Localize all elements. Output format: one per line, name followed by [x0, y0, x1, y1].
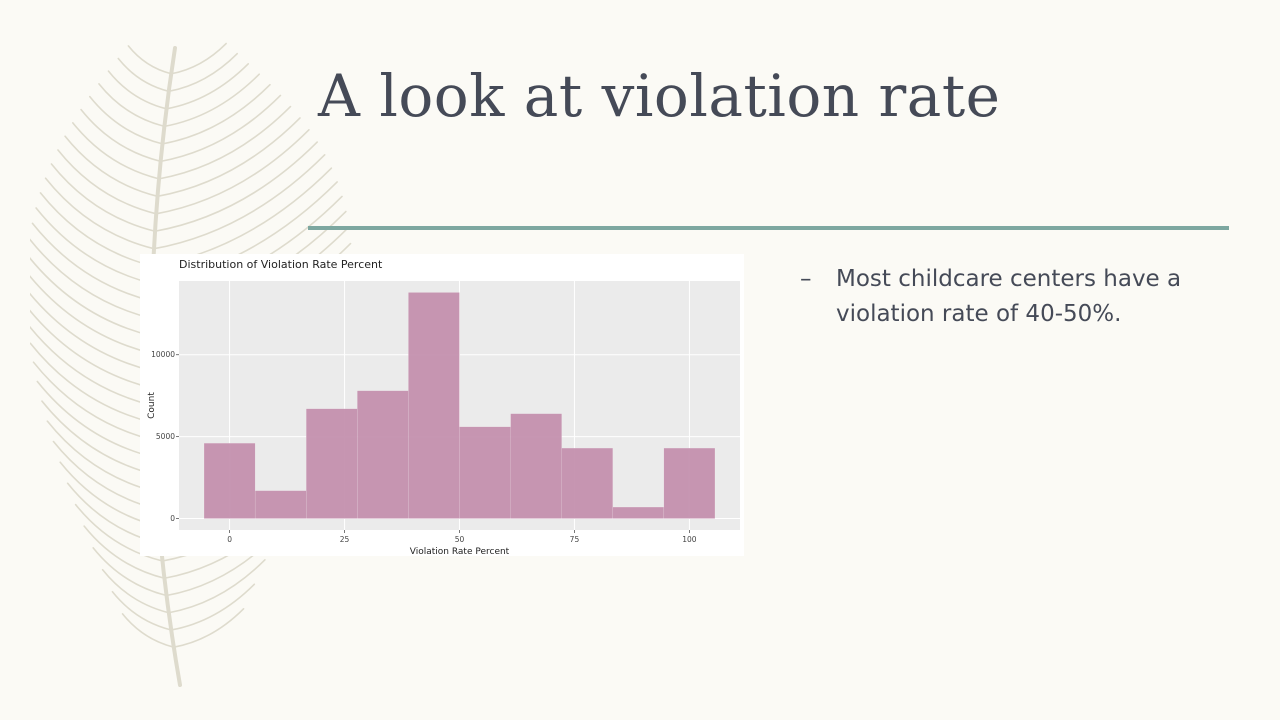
histogram-bar	[510, 413, 562, 519]
y-tick-label: 10000	[151, 350, 175, 359]
x-tick-label: 50	[455, 535, 465, 544]
feather-barb-left	[57, 149, 157, 215]
histogram-bar	[408, 292, 460, 519]
bullet-item: – Most childcare centers have a violatio…	[800, 262, 1220, 332]
feather-barb-right	[161, 83, 271, 145]
feather-barb-left	[92, 547, 168, 597]
feather-barb-right	[155, 128, 310, 215]
histogram-svg: Distribution of Violation Rate Percent 0…	[147, 258, 740, 556]
histogram-bar	[306, 408, 358, 519]
feather-barb-left	[30, 342, 154, 424]
feather-barb-left	[36, 380, 155, 459]
feather-barb-left	[30, 275, 152, 354]
feather-barb-left	[31, 222, 153, 302]
feather-barb-left	[121, 613, 175, 648]
x-tick-label: 0	[227, 535, 232, 544]
histogram-chart: Distribution of Violation Rate Percent 0…	[140, 254, 744, 556]
feather-barb-left	[98, 83, 166, 128]
histogram-bar	[612, 506, 665, 519]
feather-barb-right	[153, 154, 326, 250]
feather-barb-right	[158, 105, 292, 180]
axis-ticks: 0 25 50 75 100 0 5000 10000	[151, 350, 697, 544]
feather-barb-right	[167, 559, 266, 614]
feather-barb-right	[159, 94, 282, 163]
histogram-bar	[357, 390, 409, 519]
feather-barb-right	[172, 607, 245, 648]
feather-barb-left	[107, 70, 168, 110]
feather-barb-right	[154, 141, 318, 233]
feather-barb-right	[167, 52, 238, 93]
feather-barb-left	[30, 238, 153, 320]
feather-barb-left	[80, 108, 162, 163]
feather-barb-left	[30, 256, 153, 337]
x-tick-label: 100	[682, 535, 697, 544]
feather-barb-left	[117, 57, 170, 93]
histogram-bar	[203, 443, 256, 519]
feather-barb-right	[170, 42, 227, 75]
feather-barb-left	[127, 45, 172, 75]
x-axis-label: Violation Rate Percent	[410, 547, 510, 556]
feather-barb-left	[41, 400, 156, 476]
feather-barb-left	[32, 361, 154, 441]
feather-barb-left	[72, 122, 160, 180]
histogram-bar	[459, 426, 511, 519]
feather-barb-left	[39, 192, 154, 267]
y-axis-label: Count	[147, 392, 157, 419]
feather-barb-left	[30, 309, 153, 389]
bullet-dash: –	[800, 266, 812, 292]
x-tick-label: 75	[570, 535, 580, 544]
histogram-bar	[561, 447, 613, 519]
histogram-bars	[203, 292, 716, 519]
feather-barb-right	[156, 117, 301, 198]
feather-barb-left	[30, 292, 153, 372]
chart-title: Distribution of Violation Rate Percent	[179, 258, 383, 271]
feather-barb-left	[35, 207, 154, 285]
bullet-list: – Most childcare centers have a violatio…	[800, 262, 1220, 332]
bullet-text: Most childcare centers have a violation …	[836, 266, 1182, 327]
histogram-bar	[663, 447, 716, 519]
feather-barb-right	[163, 73, 261, 128]
feather-barb-left	[30, 325, 153, 407]
feather-barb-left	[44, 177, 155, 250]
y-tick-label: 5000	[156, 432, 175, 441]
histogram-bar	[254, 490, 307, 519]
y-tick-label: 0	[170, 514, 175, 523]
feather-barb-right	[170, 583, 256, 631]
feather-barb-left	[89, 95, 164, 145]
slide-title: A look at violation rate	[318, 62, 1001, 130]
title-divider	[308, 226, 1229, 230]
feather-barb-left	[83, 525, 166, 580]
feather-barb-left	[64, 135, 159, 198]
feather-barb-right	[165, 63, 250, 110]
feather-barb-left	[50, 163, 156, 233]
feather-barb-left	[74, 503, 164, 562]
x-tick-label: 25	[340, 535, 350, 544]
feather-barb-left	[111, 590, 172, 631]
feather-barb-left	[101, 568, 170, 614]
